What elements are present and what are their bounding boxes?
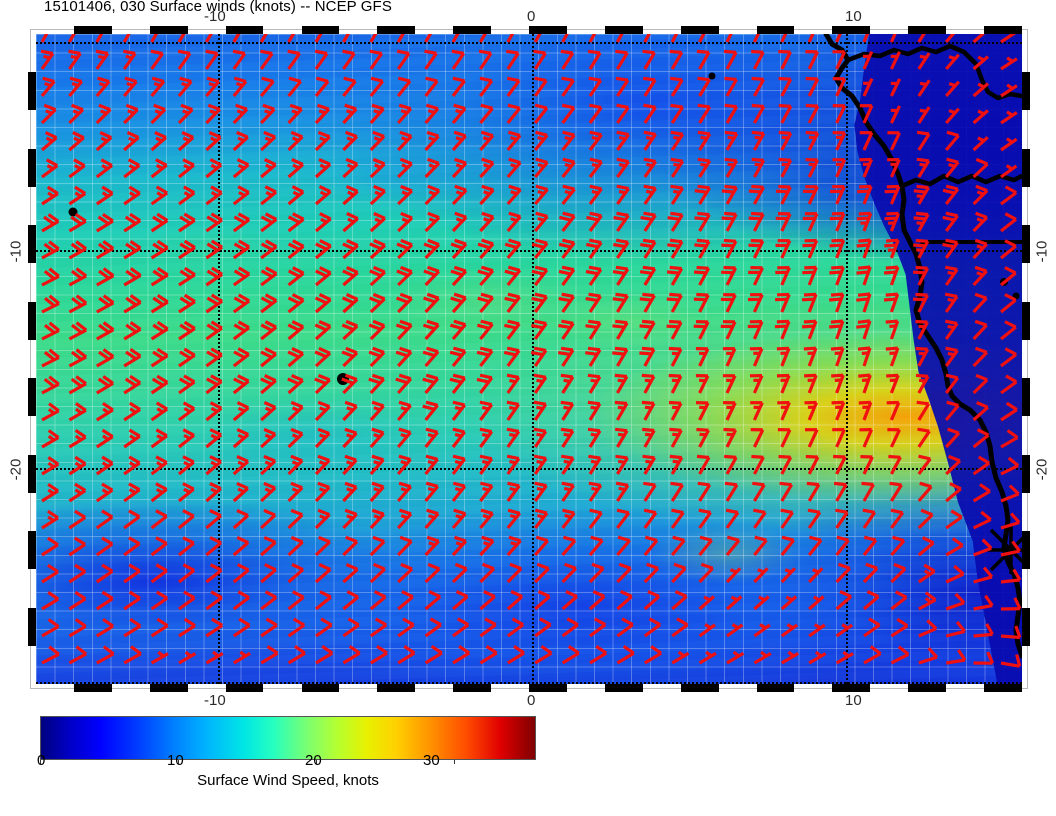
reference-line-lon-minus10 (218, 34, 220, 684)
axis-tick-segment (301, 26, 340, 34)
axis-tick-segment (1022, 148, 1030, 187)
wind-barb-overlay (40, 34, 1022, 668)
xtick-top-minus10: -10 (204, 8, 226, 25)
axis-tick-segment (680, 684, 719, 692)
axis-tick-segment (832, 26, 871, 34)
axis-tick-segment (756, 684, 795, 692)
axis-tick-segment (225, 26, 264, 34)
colorbar-tick-10 (178, 760, 179, 764)
axis-tick-segment (28, 531, 36, 570)
axis-tick-segment (301, 684, 340, 692)
axis-tick-segment (28, 607, 36, 646)
axis-tick-segment (28, 454, 36, 493)
axis-tick-segment (604, 26, 643, 34)
reference-line-lat-10 (36, 250, 1022, 252)
xtick-bottom-minus10: -10 (204, 692, 226, 709)
reference-line-lat-bottom (36, 682, 1022, 684)
axis-tick-segment (377, 26, 416, 34)
axis-tick-segment (28, 148, 36, 187)
reference-line-lat-20 (36, 468, 1022, 470)
axis-tick-segment (453, 26, 492, 34)
ytick-left-minus20: -20 (7, 458, 25, 481)
colorbar-label-0: 0 (37, 752, 46, 769)
reference-line-lon-0 (532, 34, 534, 684)
figure-title: 15101406, 030 Surface winds (knots) -- N… (44, 0, 392, 15)
colorbar-label-30: 30 (423, 752, 440, 769)
axis-tick-segment (28, 225, 36, 264)
xtick-top-plus10: 10 (845, 8, 862, 25)
ytick-right-minus20: -20 (1033, 458, 1051, 481)
xtick-bottom-plus10: 10 (845, 692, 862, 709)
axis-tick-segment (377, 684, 416, 692)
axis-tick-segment (908, 26, 947, 34)
map-plot-area[interactable] (36, 34, 1022, 684)
reference-line-lon-10 (846, 34, 848, 684)
axis-ticks-right (1022, 34, 1030, 684)
island-ascension (68, 207, 78, 217)
axis-tick-segment (680, 26, 719, 34)
colorbar-label-10: 10 (167, 752, 184, 769)
axis-tick-segment (73, 684, 112, 692)
colorbar-title: Surface Wind Speed, knots (197, 772, 379, 789)
axis-tick-segment (529, 26, 567, 34)
colorbar-tick-30 (454, 760, 455, 764)
colorbar[interactable] (40, 716, 536, 764)
axis-tick-segment (453, 684, 492, 692)
xtick-bottom-zero: 0 (527, 692, 536, 709)
colorbar-gradient (40, 716, 536, 760)
station-marker-star (987, 526, 1022, 574)
axis-tick-segment (28, 301, 36, 340)
ytick-right-minus10: -10 (1033, 240, 1051, 263)
colorbar-tick-20 (316, 760, 317, 764)
xtick-top-zero: 0 (527, 8, 536, 25)
axis-tick-segment (1022, 72, 1030, 111)
wind-barb-group (40, 34, 1022, 668)
axis-tick-segment (756, 26, 795, 34)
axis-tick-segment (1022, 531, 1030, 570)
axis-tick-segment (984, 684, 1022, 692)
axis-tick-segment (1022, 301, 1030, 340)
colorbar-label-20: 20 (305, 752, 322, 769)
axis-ticks-top (36, 26, 1022, 34)
axis-ticks-left (28, 34, 36, 684)
axis-tick-segment (604, 684, 643, 692)
axis-tick-segment (225, 684, 264, 692)
axis-tick-segment (28, 72, 36, 111)
ytick-left-minus10: -10 (7, 240, 25, 263)
axis-tick-segment (1022, 225, 1030, 264)
axis-ticks-bottom (36, 684, 1022, 692)
axis-tick-segment (908, 684, 947, 692)
axis-tick-segment (73, 26, 112, 34)
axis-tick-segment (529, 684, 567, 692)
axis-tick-segment (149, 26, 188, 34)
axis-tick-segment (149, 684, 188, 692)
axis-tick-segment (1022, 454, 1030, 493)
axis-tick-segment (28, 378, 36, 417)
axis-tick-segment (1022, 607, 1030, 646)
colorbar-tick-0 (40, 760, 41, 764)
axis-tick-segment (1022, 378, 1030, 417)
axis-tick-segment (832, 684, 871, 692)
axis-tick-segment (984, 26, 1022, 34)
reference-line-lat-top (36, 42, 1022, 44)
